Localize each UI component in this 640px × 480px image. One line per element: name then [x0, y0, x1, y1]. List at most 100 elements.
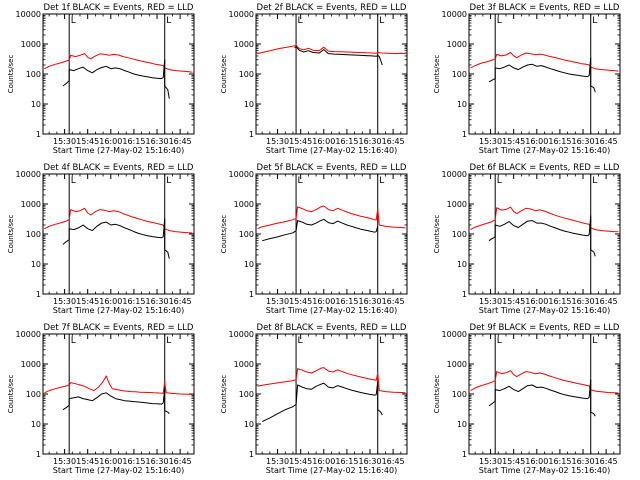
y-tick-label: 10000: [442, 10, 467, 19]
x-tick-label: 16:45: [169, 297, 192, 306]
x-tick-label: 16:45: [169, 137, 192, 146]
x-tick-label: 16:00: [99, 457, 122, 466]
x-tick-label: 15:45: [289, 457, 312, 466]
y-tick-label: 1000: [21, 360, 41, 369]
x-tick-label: 16:30: [145, 457, 168, 466]
x-tick-label: 15:45: [76, 137, 99, 146]
series-line-lld: [44, 53, 193, 73]
y-tick-label: 1: [462, 130, 467, 139]
y-tick-label: 1: [36, 130, 41, 139]
x-tick-label: 15:30: [266, 137, 289, 146]
plot-frame: [42, 333, 195, 455]
y-tick-label: 100: [452, 230, 467, 239]
plot-frame: [255, 13, 408, 135]
panel-title: Det 4f BLACK = Events, RED = LLD: [44, 163, 194, 173]
x-axis-title: Start Time (27-May-02 15:16:40): [53, 466, 184, 475]
y-tick-label: 10: [457, 100, 467, 109]
y-tick-label: 1000: [234, 200, 254, 209]
series-line-lld: [257, 44, 406, 55]
series-line-lld: [44, 207, 193, 234]
series-line-lld: [44, 375, 193, 395]
x-tick-label: 16:00: [99, 137, 122, 146]
series-line-events: [261, 381, 383, 423]
x-tick-label: 16:15: [548, 137, 571, 146]
x-tick-label: 16:45: [169, 457, 192, 466]
time-marker-label: L: [592, 176, 597, 186]
series-line-lld: [257, 205, 406, 230]
x-tick-label: 16:45: [382, 297, 405, 306]
y-tick-label: 100: [26, 390, 41, 399]
y-tick-label: 1: [249, 450, 254, 459]
series-line-lld: [470, 370, 619, 394]
time-marker-label: L: [497, 16, 502, 26]
y-axis-title: Counts/sec: [7, 55, 15, 94]
time-marker-label: L: [379, 336, 384, 346]
plot-frame: [468, 13, 621, 135]
series-line-lld: [470, 52, 619, 72]
x-tick-label: 16:45: [595, 297, 618, 306]
y-axis-title: Counts/sec: [7, 375, 15, 414]
x-tick-label: 16:30: [358, 297, 381, 306]
y-tick-label: 10: [31, 100, 41, 109]
panel-title: Det 8f BLACK = Events, RED = LLD: [257, 323, 407, 333]
x-tick-label: 16:15: [335, 137, 358, 146]
x-tick-label: 15:45: [502, 297, 525, 306]
panel-title: Det 5f BLACK = Events, RED = LLD: [257, 163, 407, 173]
panel-title: Det 3f BLACK = Events, RED = LLD: [470, 3, 620, 13]
time-marker-label: L: [71, 176, 76, 186]
x-axis-title: Start Time (27-May-02 15:16:40): [53, 306, 184, 315]
panel-title: Det 1f BLACK = Events, RED = LLD: [44, 3, 194, 13]
panel-det-1: Det 1f BLACK = Events, RED = LLD 1 10 100 10…: [7, 3, 195, 155]
time-marker-label: L: [298, 336, 303, 346]
time-marker-label: L: [298, 16, 303, 26]
time-marker-label: L: [379, 176, 384, 186]
x-tick-label: 15:45: [76, 457, 99, 466]
y-tick-label: 100: [239, 70, 254, 79]
y-tick-label: 10000: [229, 330, 254, 339]
plot-frame: [255, 173, 408, 295]
x-axis-title: Start Time (27-May-02 15:16:40): [479, 146, 610, 155]
x-tick-label: 15:30: [266, 457, 289, 466]
x-tick-label: 15:30: [53, 137, 76, 146]
x-tick-label: 16:45: [595, 137, 618, 146]
x-tick-label: 16:30: [571, 137, 594, 146]
time-marker-label: L: [592, 16, 597, 26]
y-tick-label: 100: [26, 70, 41, 79]
x-tick-label: 15:45: [502, 137, 525, 146]
y-axis-title: Counts/sec: [220, 55, 228, 94]
y-tick-label: 10: [31, 260, 41, 269]
y-tick-label: 100: [26, 230, 41, 239]
y-axis-title: Counts/sec: [433, 55, 441, 94]
x-tick-label: 16:45: [595, 457, 618, 466]
y-tick-label: 10: [457, 260, 467, 269]
y-tick-label: 1000: [21, 200, 41, 209]
x-tick-label: 15:30: [266, 297, 289, 306]
y-tick-label: 10: [31, 420, 41, 429]
y-tick-label: 10: [244, 260, 254, 269]
y-tick-label: 10000: [16, 170, 41, 179]
x-tick-label: 16:15: [548, 457, 571, 466]
y-tick-label: 1000: [21, 40, 41, 49]
panel-title: Det 6f BLACK = Events, RED = LLD: [470, 163, 620, 173]
y-tick-label: 1000: [234, 40, 254, 49]
x-axis-title: Start Time (27-May-02 15:16:40): [479, 306, 610, 315]
time-marker-label: L: [71, 336, 76, 346]
panel-det-4: Det 4f BLACK = Events, RED = LLD 1 10 100 10…: [7, 163, 195, 315]
x-tick-label: 16:15: [122, 297, 145, 306]
y-tick-label: 1000: [447, 360, 467, 369]
y-tick-label: 1: [36, 450, 41, 459]
y-tick-label: 100: [452, 70, 467, 79]
plot-frame: [42, 13, 195, 135]
x-tick-label: 16:30: [358, 457, 381, 466]
y-tick-label: 1: [462, 290, 467, 299]
plot-frame: [42, 173, 195, 295]
x-tick-label: 16:00: [312, 297, 335, 306]
series-line-events: [488, 379, 596, 417]
x-tick-label: 15:30: [53, 297, 76, 306]
x-tick-label: 16:00: [525, 137, 548, 146]
y-tick-label: 10: [244, 420, 254, 429]
x-axis-title: Start Time (27-May-02 15:16:40): [479, 466, 610, 475]
y-tick-label: 1000: [234, 360, 254, 369]
x-tick-label: 15:30: [479, 297, 502, 306]
